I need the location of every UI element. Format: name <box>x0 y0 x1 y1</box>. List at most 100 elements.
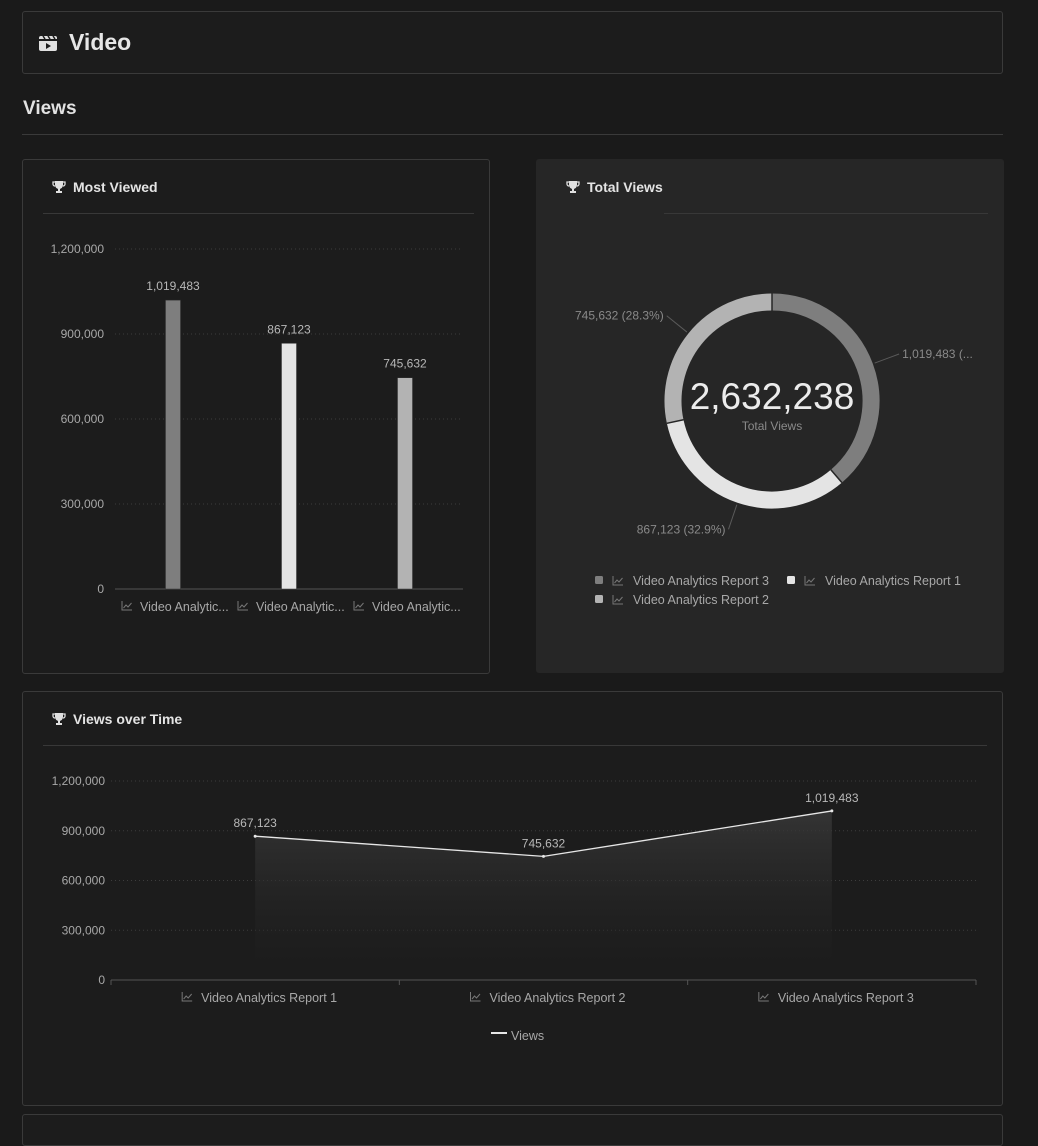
donut-slice <box>666 419 842 509</box>
y-tick-label: 0 <box>98 973 105 987</box>
area-fill <box>255 810 832 968</box>
legend-swatch <box>787 576 795 584</box>
trend-line <box>759 993 769 1000</box>
trend-chart-icon <box>181 992 193 1002</box>
section-divider <box>22 134 1003 135</box>
total-views-header: Total Views <box>557 160 988 213</box>
total-views-donut-chart: 1,019,483 (... 867,123 (32.9%) 745,632 (28… <box>575 293 973 607</box>
trend-chart-icon <box>612 595 623 605</box>
legend-swatch <box>595 595 603 603</box>
views-over-time-header: Views over Time <box>43 692 987 745</box>
donut-slice <box>664 293 773 424</box>
trophy-icon <box>566 180 580 193</box>
trophy-icon <box>52 180 66 193</box>
leader-line <box>666 315 688 333</box>
legend-label: Video Analytics Report 1 <box>825 574 961 588</box>
page-title: Video <box>69 29 132 55</box>
bar-value-label: 867,123 <box>267 322 311 336</box>
trend-chart-icon <box>612 576 623 586</box>
bar <box>281 343 297 590</box>
donut-center-label: Total Views <box>742 419 802 433</box>
slice-separator <box>830 469 843 484</box>
most-viewed-card: Most Viewed 0 300,000 600,000 900,000 1,200,… <box>22 159 490 674</box>
trophy-icon <box>52 712 66 725</box>
donut-center-value: 2,632,238 <box>690 376 855 417</box>
trend-line <box>123 602 132 609</box>
slice-label: 745,632 (28.3%) <box>575 309 664 323</box>
trend-axis <box>612 576 623 586</box>
bar-value-label: 745,632 <box>383 357 427 371</box>
x-tick-label: Video Analytic... <box>372 600 461 614</box>
bar <box>165 299 181 590</box>
y-tick-label: 0 <box>97 582 104 596</box>
total-views-title: Total Views <box>587 178 663 195</box>
x-tick-label: Video Analytics Report 1 <box>201 991 337 1005</box>
y-tick-label: 1,200,000 <box>51 242 105 256</box>
trend-chart-icon <box>237 601 248 611</box>
point-value-label: 867,123 <box>233 816 277 830</box>
legend-label: Video Analytics Report 3 <box>633 574 769 588</box>
x-tick-label: Video Analytics Report 2 <box>490 991 626 1005</box>
trend-line <box>183 993 193 1000</box>
trend-axis <box>612 595 623 605</box>
trend-line <box>355 602 364 609</box>
y-tick-label: 600,000 <box>62 874 106 888</box>
card-divider <box>43 745 987 746</box>
card-divider <box>43 213 474 214</box>
legend-label: Views <box>511 1029 544 1043</box>
slice-label: 1,019,483 (... <box>902 347 973 361</box>
bar-value-label: 1,019,483 <box>146 279 200 293</box>
most-viewed-bar-chart: 0 300,000 600,000 900,000 1,200,000 1,019,483… <box>51 242 463 614</box>
trend-axis <box>237 601 248 611</box>
card-divider <box>664 213 988 214</box>
header-bar: Video <box>22 11 1003 74</box>
most-viewed-header: Most Viewed <box>43 160 474 213</box>
leader-line <box>874 353 900 364</box>
views-over-time-card: Views over Time 0 300,000 600,000 900,000 1,… <box>22 691 1003 1106</box>
point-value-label: 745,632 <box>522 836 566 850</box>
next-card-partial <box>22 1114 1003 1146</box>
trend-line <box>239 602 248 609</box>
data-point <box>253 834 257 838</box>
legend-label: Video Analytics Report 2 <box>633 593 769 607</box>
trend-chart-icon <box>758 992 769 1002</box>
views-over-time-title: Views over Time <box>73 710 183 727</box>
bar <box>397 377 413 590</box>
x-tick-label: Video Analytic... <box>140 600 229 614</box>
most-viewed-title: Most Viewed <box>73 178 158 195</box>
trend-chart-icon <box>804 576 815 586</box>
x-tick-label: Video Analytic... <box>256 600 345 614</box>
trend-axis <box>353 601 364 611</box>
data-point <box>542 854 545 858</box>
trend-line <box>614 596 623 603</box>
section-title: Views <box>23 98 77 119</box>
legend-swatch <box>595 576 603 584</box>
trend-axis <box>181 992 193 1002</box>
y-tick-label: 1,200,000 <box>52 774 106 788</box>
y-tick-label: 600,000 <box>61 412 105 426</box>
point-value-label: 1,019,483 <box>805 791 859 805</box>
trend-axis <box>804 576 815 586</box>
slice-label: 867,123 (32.9%) <box>637 522 726 536</box>
y-tick-label: 300,000 <box>61 497 105 511</box>
donut-slice <box>771 293 880 483</box>
x-tick-label: Video Analytics Report 3 <box>778 991 914 1005</box>
trend-line <box>806 577 815 584</box>
views-over-time-area-chart: 0 300,000 600,000 900,000 1,200,000 867,123 Vi… <box>52 774 977 1043</box>
y-tick-label: 900,000 <box>61 327 105 341</box>
trend-line <box>614 577 623 584</box>
trend-axis <box>758 992 769 1002</box>
trend-chart-icon <box>121 601 132 611</box>
trend-axis <box>121 601 132 611</box>
total-views-card: Total Views 1,019,483 (... 867,123 (32.9%… <box>536 159 1004 673</box>
y-tick-label: 900,000 <box>62 824 106 838</box>
trend-line <box>471 993 481 1000</box>
y-tick-label: 300,000 <box>62 923 106 937</box>
data-point <box>830 809 834 813</box>
slice-separator <box>666 419 684 425</box>
trend-chart-icon <box>353 601 364 611</box>
trend-axis <box>470 992 481 1002</box>
video-clip-icon <box>38 33 58 53</box>
trend-chart-icon <box>470 992 481 1002</box>
leader-line <box>728 504 738 530</box>
